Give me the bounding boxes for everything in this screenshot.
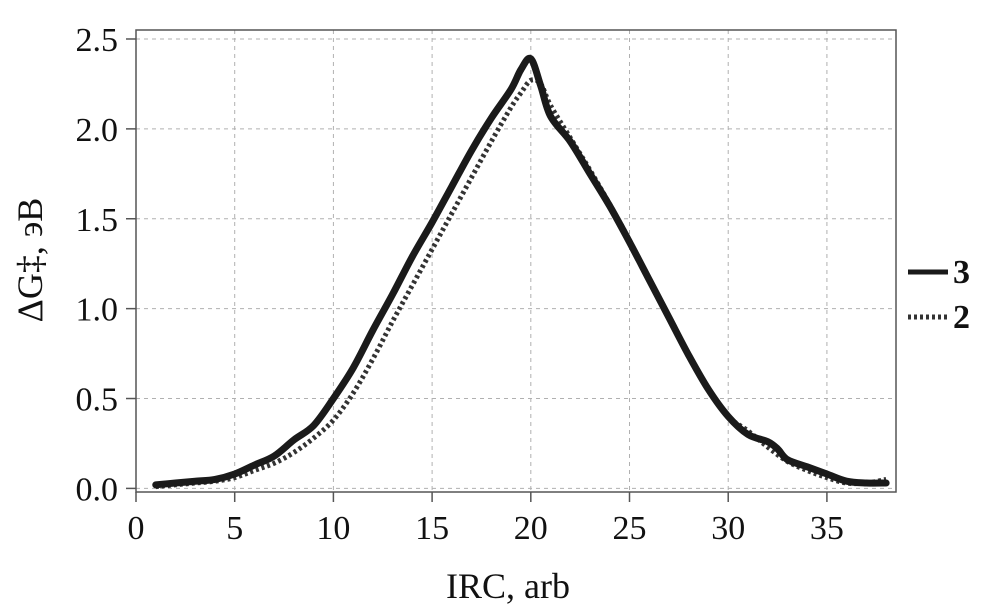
x-axis-label: IRC, arb bbox=[446, 566, 570, 606]
x-tick-label: 30 bbox=[711, 510, 745, 547]
y-tick-label: 0.5 bbox=[76, 382, 119, 419]
x-tick-label: 20 bbox=[514, 510, 548, 547]
legend: 3 2 bbox=[908, 254, 970, 336]
y-tick-label: 0.0 bbox=[76, 471, 119, 508]
legend-label-2: 2 bbox=[953, 299, 970, 336]
x-tick-label: 0 bbox=[128, 510, 145, 547]
x-tick-label: 15 bbox=[415, 510, 449, 547]
series-line-2 bbox=[155, 77, 887, 490]
y-tick-label: 2.0 bbox=[76, 112, 119, 149]
grid-lines bbox=[136, 30, 896, 492]
y-tick-label: 2.5 bbox=[76, 22, 119, 59]
y-axis-label: ΔG‡, эВ bbox=[10, 198, 50, 323]
x-tick-label: 25 bbox=[613, 510, 647, 547]
axis-ticks bbox=[126, 38, 828, 502]
x-tick-label: 5 bbox=[226, 510, 243, 547]
series-line-3 bbox=[152, 54, 890, 489]
plot-frame bbox=[135, 29, 897, 493]
series-lines bbox=[152, 54, 890, 490]
y-tick-label: 1.5 bbox=[76, 202, 119, 239]
x-tick-label: 35 bbox=[810, 510, 844, 547]
legend-label-3: 3 bbox=[953, 254, 970, 291]
y-tick-label: 1.0 bbox=[76, 292, 119, 329]
x-tick-label: 10 bbox=[316, 510, 350, 547]
